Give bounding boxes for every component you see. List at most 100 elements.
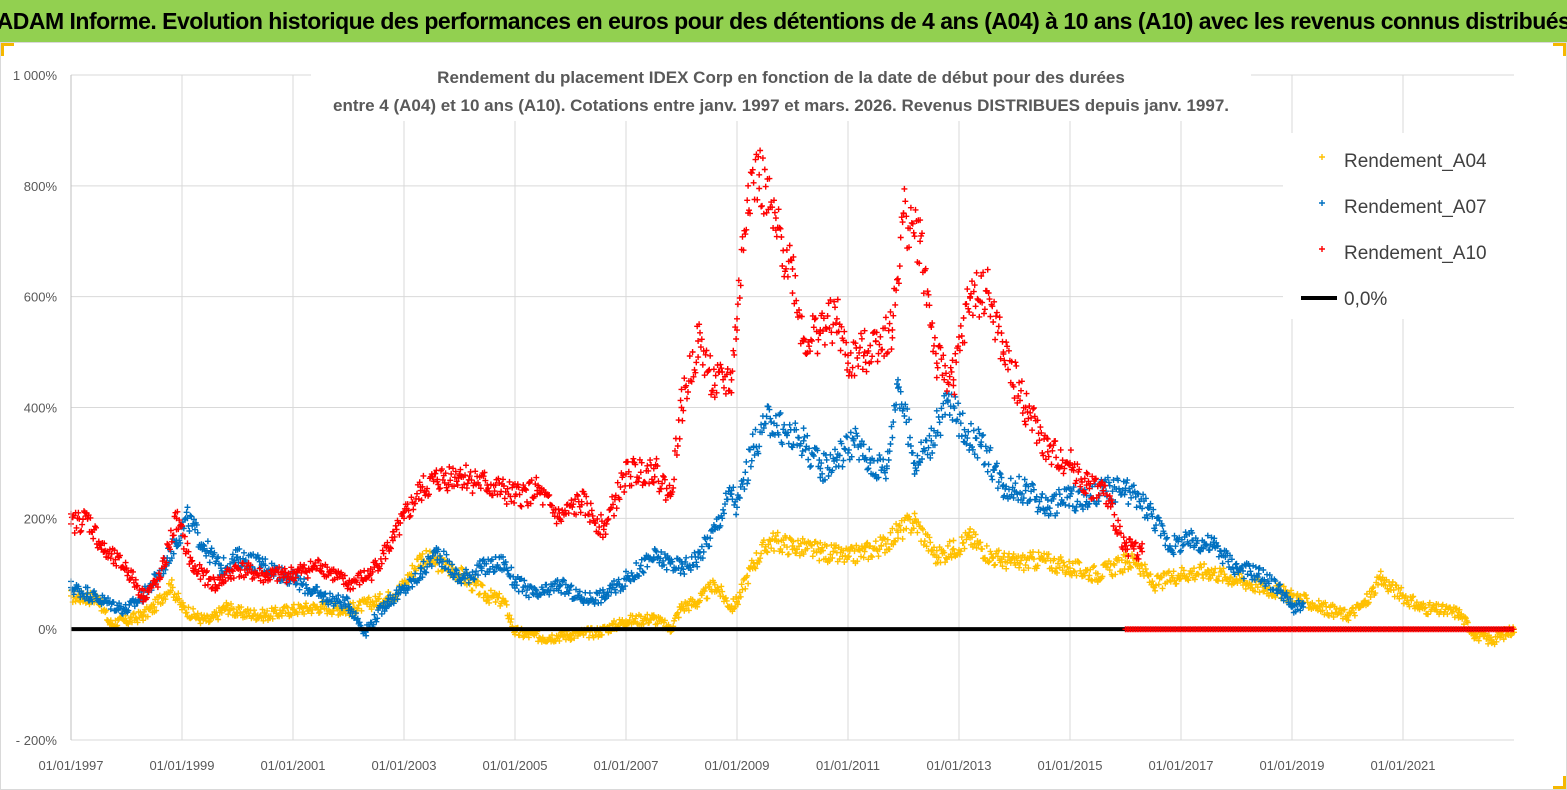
data-point: [1203, 542, 1210, 549]
data-point: [717, 522, 724, 529]
data-point: [813, 549, 820, 556]
data-point: [653, 455, 660, 462]
data-point: [901, 185, 908, 192]
x-tick-label: 01/01/2001: [260, 758, 325, 773]
data-point: [695, 354, 702, 361]
data-point: [931, 552, 938, 559]
data-point: [463, 485, 470, 492]
data-point: [966, 309, 973, 316]
data-point: [719, 369, 726, 375]
data-point: [1143, 512, 1150, 518]
data-point: [1510, 626, 1517, 633]
data-point: [899, 219, 906, 226]
data-point: [314, 583, 321, 590]
data-point: [354, 605, 361, 612]
data-point: [1055, 486, 1062, 493]
data-point: [882, 325, 888, 332]
data-point: [324, 564, 331, 571]
data-point: [974, 454, 981, 461]
data-point: [895, 385, 901, 391]
data-point: [356, 581, 363, 588]
data-point: [417, 570, 424, 577]
data-point: [728, 389, 735, 396]
data-point: [678, 404, 685, 411]
data-point: [771, 209, 778, 216]
data-point: [858, 335, 865, 342]
data-point: [832, 304, 838, 311]
data-point: [853, 542, 860, 549]
y-tick-label: 200%: [24, 511, 58, 526]
data-point: [929, 450, 936, 456]
data-point: [397, 589, 404, 596]
data-point: [712, 372, 719, 379]
data-point: [612, 589, 619, 596]
legend-item: Rendement_A04: [1319, 151, 1487, 172]
data-point: [751, 564, 758, 571]
data-point: [824, 313, 831, 319]
data-point: [1274, 590, 1281, 597]
data-point: [854, 355, 861, 361]
data-point: [1108, 497, 1115, 504]
data-point: [464, 480, 471, 487]
data-point: [1075, 558, 1082, 565]
data-point: [745, 580, 752, 587]
data-point: [636, 475, 642, 482]
data-point: [262, 556, 269, 563]
data-point: [204, 612, 210, 619]
data-point: [1231, 571, 1238, 578]
data-point: [722, 594, 729, 601]
data-point: [122, 559, 129, 566]
data-point: [407, 512, 414, 519]
data-point: [704, 595, 711, 602]
data-point: [1135, 555, 1142, 562]
data-point: [784, 429, 791, 436]
data-point: [562, 510, 569, 517]
data-point: [1064, 563, 1071, 570]
data-point: [1191, 576, 1198, 583]
data-point: [759, 429, 765, 436]
data-point: [1162, 542, 1169, 549]
data-point: [500, 476, 506, 483]
data-point: [691, 366, 698, 373]
data-point: [168, 555, 175, 562]
data-point: [925, 291, 932, 298]
data-point: [1127, 563, 1134, 570]
data-point: [125, 607, 132, 614]
data-point: [700, 548, 707, 555]
data-point: [480, 473, 487, 480]
data-point: [588, 507, 595, 514]
data-point: [848, 453, 855, 460]
data-point: [1084, 471, 1091, 477]
data-point: [736, 295, 743, 301]
data-point: [756, 185, 763, 192]
data-point: [301, 576, 308, 583]
data-point: [225, 611, 232, 618]
data-point: [797, 540, 804, 547]
data-point: [247, 562, 254, 569]
data-point: [961, 426, 968, 433]
data-point: [1256, 564, 1263, 571]
data-point: [401, 509, 407, 516]
data-point: [697, 329, 703, 336]
data-point: [471, 576, 478, 583]
data-point: [1025, 565, 1032, 572]
data-point: [895, 384, 902, 391]
data-point: [747, 463, 754, 470]
data-point: [437, 552, 444, 559]
data-point: [694, 603, 701, 610]
data-point: [598, 631, 605, 638]
data-point: [188, 558, 195, 565]
data-point: [269, 615, 276, 622]
data-point: [973, 269, 980, 276]
data-point: [625, 468, 632, 475]
data-point: [731, 501, 738, 508]
data-point: [991, 467, 998, 473]
data-point: [1046, 505, 1053, 512]
data-point: [772, 533, 779, 540]
data-point: [1040, 452, 1047, 459]
data-point: [956, 347, 963, 354]
data-point: [1079, 502, 1085, 509]
data-point: [169, 584, 176, 591]
data-point: [1426, 599, 1433, 606]
data-point: [1167, 546, 1174, 553]
